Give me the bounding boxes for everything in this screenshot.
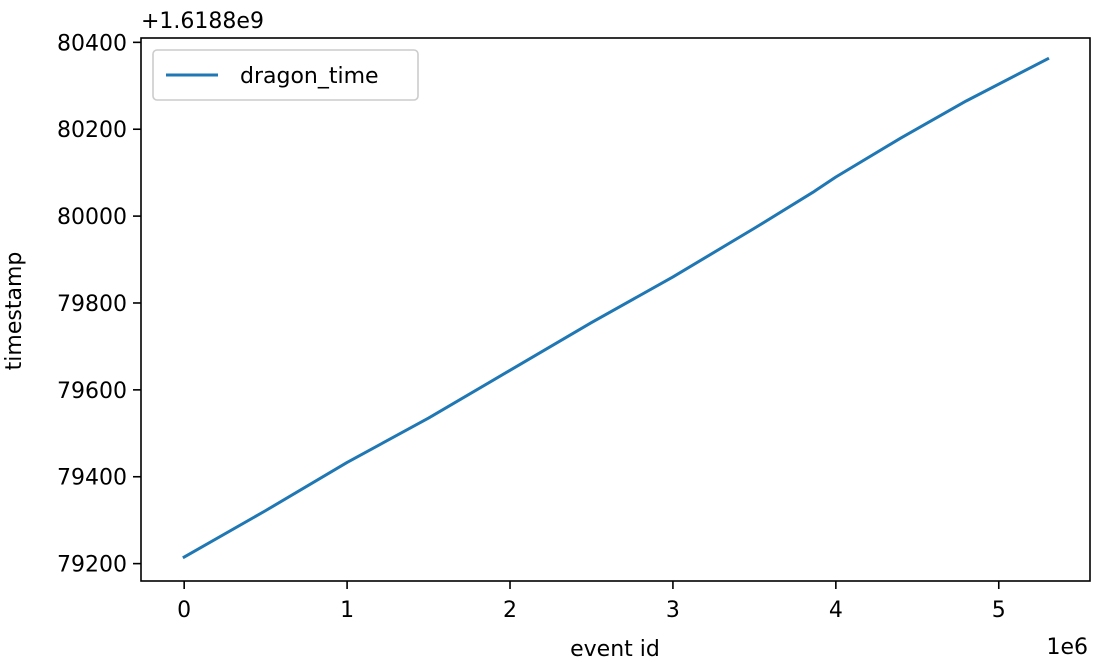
y-tick-label: 79200 [57,553,127,578]
legend-label: dragon_time [240,64,379,89]
x-axis-label: event id [570,637,660,662]
plot-area [182,56,1050,560]
y-tick-label: 80000 [57,205,127,230]
y-tick-label: 80400 [57,31,127,56]
y-tick-label: 80200 [57,118,127,143]
axes-frame [140,37,1091,582]
x-tick-label: 4 [829,598,843,623]
x-tick-label: 2 [503,598,517,623]
y-tick-label: 79400 [57,466,127,491]
y-offset-text: +1.6188e9 [141,9,264,34]
x-offset-text: 1e6 [1046,635,1088,660]
axes [140,37,1091,582]
y-axis-label: timestamp [2,252,27,371]
legend-box [152,49,419,101]
x-tick-label: 0 [177,598,191,623]
legend: dragon_time [152,49,419,101]
ticks: 0 1 2 3 4 5 79200 79400 79600 79800 80000 80200 8040… [57,31,1006,623]
series-line-dragon_time [182,56,1050,560]
x-tick-label: 5 [992,598,1006,623]
y-tick-label: 79800 [57,292,127,317]
y-tick-label: 79600 [57,379,127,404]
x-tick-label: 3 [666,598,680,623]
x-tick-label: 1 [340,598,354,623]
